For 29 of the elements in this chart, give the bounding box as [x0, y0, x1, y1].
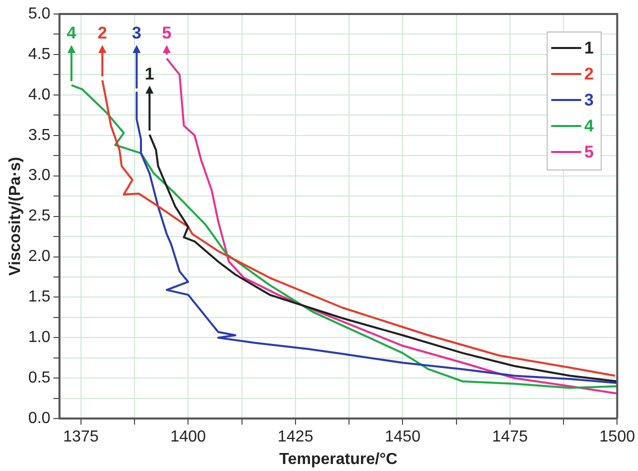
annotation: 1 — [144, 64, 154, 84]
y-axis-title: Viscosity/(Pa·s) — [7, 156, 24, 276]
y-tick-label: 3.5 — [28, 126, 51, 144]
legend-label: 4 — [584, 116, 594, 136]
y-tick-label: 4.0 — [28, 86, 51, 104]
y-tick-label: 1.0 — [28, 329, 51, 346]
legend-label: 2 — [584, 64, 594, 84]
annotation: 4 — [66, 24, 77, 43]
annotation: 5 — [162, 24, 172, 43]
x-tick-label: 1375 — [63, 428, 99, 446]
text: 0.0 — [28, 410, 50, 428]
legend-label: 3 — [584, 90, 594, 110]
x-tick-label: 1500 — [599, 428, 636, 446]
y-tick-label: 2.5 — [28, 208, 51, 225]
y-tick-label: 1.5 — [28, 288, 51, 306]
legend-label: 5 — [584, 142, 594, 162]
annotation: 2 — [98, 24, 108, 43]
y-tick-label: 5.0 — [28, 5, 51, 22]
x-tick-label: 1450 — [384, 428, 421, 446]
annotation: 3 — [132, 24, 142, 43]
y-tick-label: 2.0 — [28, 248, 51, 266]
y-tick-label: 0.5 — [28, 370, 51, 387]
x-tick-label: 1475 — [492, 428, 528, 446]
x-tick-label: 1425 — [278, 428, 314, 446]
legend-label: 1 — [584, 38, 594, 58]
x-tick-label: 1400 — [170, 428, 206, 446]
y-tick-label: 3.0 — [28, 167, 51, 184]
y-tick-label: 4.5 — [28, 46, 51, 63]
x-axis-title: Temperature/°C — [279, 450, 398, 468]
